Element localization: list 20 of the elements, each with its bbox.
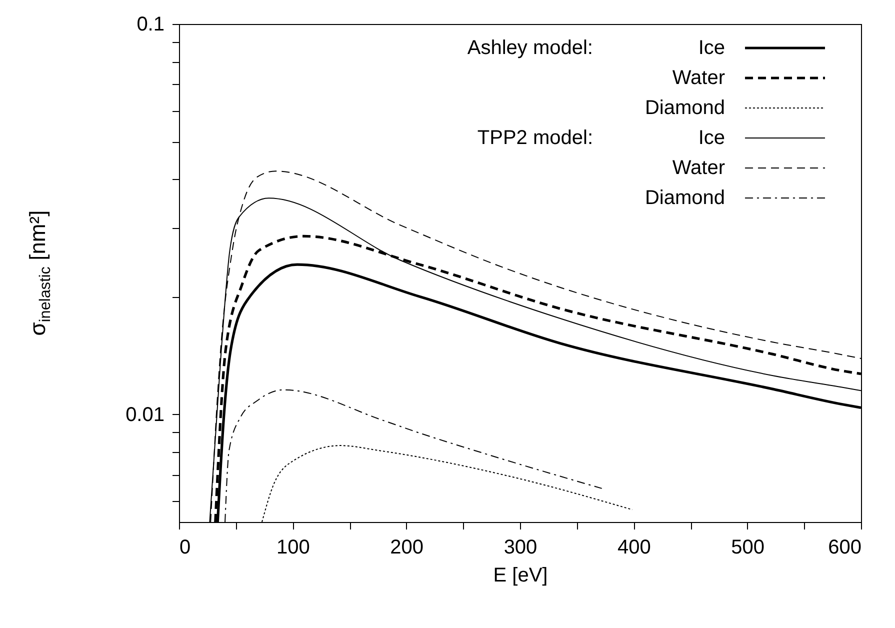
legend-label: Ice — [698, 37, 725, 59]
line-series — [261, 445, 633, 522]
x-tick-label: 0 — [180, 536, 191, 558]
x-tick-label: 400 — [617, 536, 651, 558]
legend-label: Water — [672, 157, 726, 179]
y-tick-label: 0.01 — [126, 404, 164, 426]
legend-label: Diamond — [644, 187, 725, 209]
x-tick-label: 600 — [828, 536, 862, 558]
x-tick-label: 300 — [504, 536, 538, 558]
x-axis-title: E [eV] — [493, 564, 548, 586]
annotation: TPP2 model: — [477, 127, 593, 149]
line-series — [224, 389, 602, 522]
x-tick-label: 500 — [731, 536, 765, 558]
annotation: Ashley model: — [467, 37, 593, 59]
x-tick-label: 100 — [276, 536, 310, 558]
legend-label: Water — [672, 67, 726, 89]
legend-label: Ice — [698, 127, 725, 149]
x-tick-label: 200 — [390, 536, 424, 558]
y-tick-label: 0.1 — [136, 14, 164, 36]
legend-label: Diamond — [644, 97, 725, 119]
